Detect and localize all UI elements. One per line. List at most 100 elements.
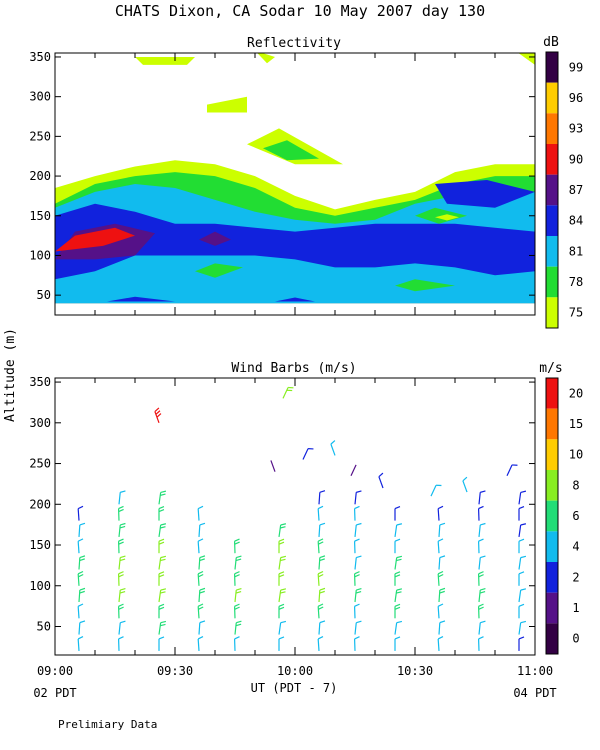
wind-barb bbox=[117, 603, 124, 619]
wind-barb bbox=[330, 440, 336, 456]
colorbar-label: 93 bbox=[569, 122, 583, 136]
wind-barb bbox=[353, 636, 360, 651]
wind-barb bbox=[197, 603, 204, 619]
wind-barb bbox=[350, 464, 357, 477]
wind-barb bbox=[394, 523, 403, 537]
wind-barb bbox=[158, 588, 167, 603]
wind-barb bbox=[77, 505, 84, 521]
y-tick-label: 100 bbox=[29, 579, 51, 593]
y-tick-label: 250 bbox=[29, 129, 51, 143]
wind-barb bbox=[437, 505, 444, 521]
wind-barb bbox=[518, 490, 527, 505]
colorbar-swatch bbox=[546, 531, 558, 562]
wind-barb bbox=[478, 588, 486, 603]
contour-region-20 bbox=[518, 53, 535, 65]
contour-region-13 bbox=[107, 296, 175, 302]
colorbar-label: 75 bbox=[569, 306, 583, 320]
wind-barb bbox=[518, 636, 525, 651]
y-tick-label: 250 bbox=[29, 457, 51, 471]
wind-barb bbox=[158, 555, 167, 570]
colorbar-swatch bbox=[546, 144, 558, 175]
y-tick-label: 200 bbox=[29, 497, 51, 511]
wind-barb bbox=[278, 636, 285, 651]
contour-region-14 bbox=[275, 297, 315, 302]
x-tick-label: 10:30 bbox=[397, 664, 433, 678]
wind-barb bbox=[270, 460, 276, 472]
colorbar-swatch bbox=[546, 113, 558, 144]
wind-barb bbox=[430, 484, 442, 497]
wind-barb bbox=[318, 522, 326, 537]
wind-barb bbox=[77, 636, 84, 651]
reflectivity-title: Reflectivity bbox=[247, 36, 341, 51]
contour-region-17 bbox=[135, 57, 195, 65]
colorbar-swatch bbox=[546, 439, 558, 470]
contour-region-11 bbox=[195, 263, 243, 278]
wind-barb bbox=[518, 506, 525, 521]
wind-barb bbox=[158, 603, 165, 619]
wind-barb bbox=[158, 506, 165, 521]
wind-barb bbox=[354, 588, 362, 603]
wind-barb bbox=[317, 603, 324, 619]
wind-barb bbox=[353, 571, 360, 586]
contour-region-19 bbox=[257, 53, 275, 64]
wind-barb bbox=[234, 588, 242, 603]
colorbar-swatch bbox=[546, 266, 558, 298]
wind-barb bbox=[437, 570, 444, 586]
wind-barb bbox=[278, 603, 285, 619]
y-tick-label: 50 bbox=[37, 619, 51, 633]
wind-barb bbox=[477, 636, 484, 651]
wind-barb bbox=[282, 386, 294, 399]
wind-barb bbox=[158, 490, 167, 505]
reflectivity-axes: 50 100 150 200 250 300 350 bbox=[29, 50, 536, 316]
colorbar-label: 87 bbox=[569, 183, 583, 197]
wind-barb bbox=[278, 588, 287, 603]
wind-barb bbox=[198, 587, 206, 603]
wind-barb bbox=[477, 603, 484, 619]
wind-barb bbox=[318, 490, 326, 505]
colorbar-frame bbox=[545, 51, 559, 329]
wind-barb bbox=[518, 571, 525, 586]
wind-barb bbox=[394, 620, 403, 635]
colorbar-swatch bbox=[546, 205, 558, 236]
colorbar-label: 90 bbox=[569, 152, 583, 166]
wind-barb bbox=[158, 636, 165, 651]
wind-barb bbox=[478, 620, 486, 635]
wind-barb bbox=[118, 490, 126, 505]
wind-barb bbox=[302, 448, 314, 460]
y-tick-label: 350 bbox=[29, 375, 51, 389]
wind-barb bbox=[518, 538, 525, 554]
colorbar-swatch bbox=[546, 52, 558, 83]
colorbar-swatch bbox=[546, 174, 558, 206]
y-tick-label: 150 bbox=[29, 209, 51, 223]
wind-barb bbox=[478, 490, 486, 505]
wind-barb bbox=[394, 636, 401, 651]
wind-barbs-title: Wind Barbs (m/s) bbox=[231, 361, 356, 376]
wind-barb bbox=[477, 571, 484, 586]
wind-barb bbox=[394, 588, 403, 603]
colorbar-swatch bbox=[546, 378, 558, 409]
altitude-axis-label: Altitude (m) bbox=[3, 328, 18, 422]
colorbar-label: 6 bbox=[572, 509, 579, 523]
wind-barb bbox=[158, 620, 167, 635]
plot-frame bbox=[54, 377, 536, 656]
footer-note: Prelimiary Data bbox=[58, 718, 157, 731]
wind-barb bbox=[394, 506, 401, 521]
wind-barb bbox=[198, 555, 206, 570]
reflectivity-colorbar-title: dB bbox=[543, 35, 559, 50]
wind-barb bbox=[233, 603, 240, 619]
contour-region-16 bbox=[263, 140, 319, 161]
y-tick-label: 100 bbox=[29, 248, 51, 262]
colorbar-swatch bbox=[546, 470, 558, 501]
wind-barb bbox=[278, 523, 287, 537]
colorbar-swatch bbox=[546, 562, 558, 593]
wind-axes: 50 100 150 200 250 300 350 09:00 09:30 10:00 10:30… bbox=[29, 375, 553, 678]
wind-barb bbox=[78, 620, 86, 635]
colorbar-label: 84 bbox=[569, 214, 583, 228]
wind-barb bbox=[278, 555, 287, 570]
wind-barb bbox=[462, 476, 468, 493]
wind-barb bbox=[518, 603, 525, 619]
wind-barb bbox=[353, 538, 360, 554]
colorbar-swatch bbox=[546, 500, 558, 532]
end-local-time: 04 PDT bbox=[513, 686, 556, 700]
